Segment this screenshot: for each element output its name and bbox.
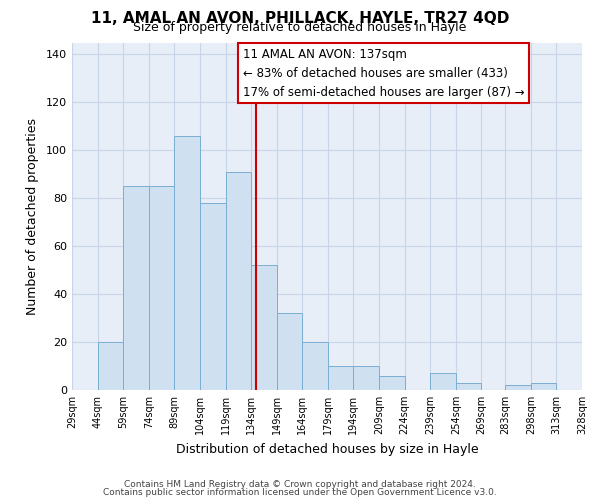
Bar: [456, 383, 481, 390]
Bar: [149, 186, 175, 390]
Text: Size of property relative to detached houses in Hayle: Size of property relative to detached ho…: [133, 21, 467, 34]
Bar: [226, 172, 251, 390]
Bar: [123, 186, 149, 390]
Bar: [379, 376, 404, 390]
Bar: [98, 342, 123, 390]
X-axis label: Distribution of detached houses by size in Hayle: Distribution of detached houses by size …: [176, 442, 478, 456]
Bar: [277, 314, 302, 390]
Text: Contains HM Land Registry data © Crown copyright and database right 2024.: Contains HM Land Registry data © Crown c…: [124, 480, 476, 489]
Bar: [251, 266, 277, 390]
Text: Contains public sector information licensed under the Open Government Licence v3: Contains public sector information licen…: [103, 488, 497, 497]
Bar: [328, 366, 353, 390]
Bar: [531, 383, 556, 390]
Bar: [200, 203, 226, 390]
Bar: [353, 366, 379, 390]
Text: 11 AMAL AN AVON: 137sqm
← 83% of detached houses are smaller (433)
17% of semi-d: 11 AMAL AN AVON: 137sqm ← 83% of detache…: [243, 48, 524, 98]
Bar: [175, 136, 200, 390]
Text: 11, AMAL AN AVON, PHILLACK, HAYLE, TR27 4QD: 11, AMAL AN AVON, PHILLACK, HAYLE, TR27 …: [91, 11, 509, 26]
Bar: [505, 385, 531, 390]
Bar: [302, 342, 328, 390]
Bar: [430, 373, 456, 390]
Y-axis label: Number of detached properties: Number of detached properties: [26, 118, 39, 315]
